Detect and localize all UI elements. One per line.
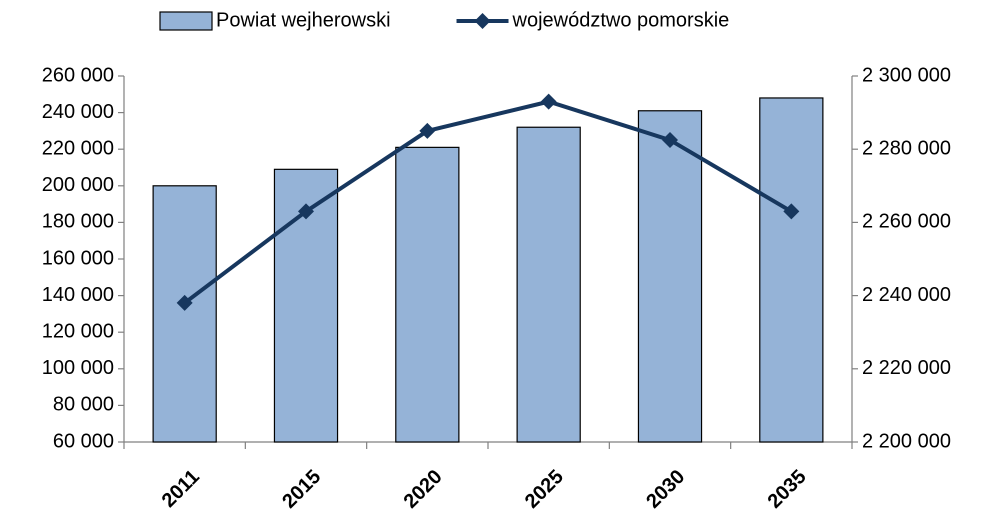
x-tick-label: 2030 bbox=[642, 466, 689, 513]
bar bbox=[759, 97, 824, 443]
y-tick-label: 120 000 bbox=[42, 320, 114, 342]
y-tick-label: 200 000 bbox=[42, 174, 114, 196]
line-marker bbox=[419, 122, 436, 139]
bar bbox=[516, 126, 581, 443]
y2-tick-label: 2 260 000 bbox=[862, 211, 951, 233]
x-tick-label: 2015 bbox=[278, 466, 325, 513]
y-tick-label: 180 000 bbox=[42, 211, 114, 233]
y-tick-label: 140 000 bbox=[42, 284, 114, 306]
line bbox=[183, 99, 793, 305]
legend-item: województwo pomorskie bbox=[456, 9, 730, 31]
line-marker bbox=[662, 132, 678, 149]
legend-swatch bbox=[159, 11, 213, 31]
legend-label: województwo pomorskie bbox=[512, 9, 730, 31]
legend-marker bbox=[474, 13, 491, 29]
line-marker bbox=[783, 203, 800, 220]
line-marker bbox=[176, 294, 193, 311]
y2-tick-label: 2 240 000 bbox=[862, 284, 951, 306]
y-tick-label: 100 000 bbox=[42, 357, 114, 379]
legend-item: Powiat wejherowski bbox=[159, 9, 391, 31]
y2-tick-label: 2 220 000 bbox=[862, 357, 951, 379]
y2-tick-label: 2 200 000 bbox=[862, 430, 951, 452]
x-tick-label: 2035 bbox=[764, 466, 811, 513]
bar bbox=[637, 110, 703, 443]
line-marker bbox=[540, 93, 557, 110]
line-marker bbox=[298, 203, 314, 220]
y-tick-label: 60 000 bbox=[53, 430, 114, 452]
y-tick-label: 160 000 bbox=[42, 247, 114, 269]
bar bbox=[395, 146, 460, 443]
y-tick-label: 220 000 bbox=[42, 137, 114, 159]
legend-label: Powiat wejherowski bbox=[216, 9, 391, 31]
y-tick-label: 260 000 bbox=[42, 64, 114, 86]
y-tick-label: 240 000 bbox=[42, 101, 114, 123]
y-tick-label: 80 000 bbox=[53, 394, 114, 416]
y2-tick-label: 2 300 000 bbox=[862, 64, 951, 86]
x-tick-label: 2011 bbox=[158, 466, 204, 512]
x-tick-label: 2020 bbox=[400, 466, 447, 513]
bar bbox=[152, 185, 217, 443]
y2-tick-label: 2 280 000 bbox=[862, 137, 951, 159]
x-tick-label: 2025 bbox=[521, 466, 568, 513]
